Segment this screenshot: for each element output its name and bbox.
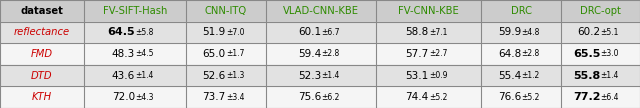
Text: 43.6: 43.6 bbox=[111, 71, 135, 81]
Bar bbox=[0, 43, 640, 65]
Text: 55.4: 55.4 bbox=[498, 71, 521, 81]
Text: FV-SIFT-Hash: FV-SIFT-Hash bbox=[102, 6, 167, 16]
Text: 64.8: 64.8 bbox=[498, 49, 521, 59]
Text: dataset: dataset bbox=[20, 6, 63, 16]
Text: 72.0: 72.0 bbox=[111, 92, 135, 102]
Text: ±1.4: ±1.4 bbox=[135, 71, 153, 80]
Bar bbox=[0, 0, 640, 22]
Text: 48.3: 48.3 bbox=[111, 49, 135, 59]
Text: ±2.8: ±2.8 bbox=[321, 49, 339, 59]
Text: 73.7: 73.7 bbox=[202, 92, 226, 102]
Text: ±3.0: ±3.0 bbox=[600, 49, 619, 59]
Text: 58.8: 58.8 bbox=[406, 27, 429, 37]
Text: ±4.8: ±4.8 bbox=[521, 28, 540, 37]
Text: ±0.9: ±0.9 bbox=[429, 71, 447, 80]
Text: VLAD-CNN-KBE: VLAD-CNN-KBE bbox=[283, 6, 359, 16]
Text: 59.9: 59.9 bbox=[498, 27, 521, 37]
Text: 52.3: 52.3 bbox=[298, 71, 321, 81]
Text: ±6.7: ±6.7 bbox=[321, 28, 340, 37]
Text: 52.6: 52.6 bbox=[202, 71, 226, 81]
Text: ±5.8: ±5.8 bbox=[135, 28, 153, 37]
Text: 64.5: 64.5 bbox=[107, 27, 135, 37]
Text: DTD: DTD bbox=[31, 71, 52, 81]
Bar bbox=[0, 86, 640, 108]
Text: ±1.4: ±1.4 bbox=[600, 71, 619, 80]
Text: ±2.7: ±2.7 bbox=[429, 49, 447, 59]
Text: 76.6: 76.6 bbox=[498, 92, 521, 102]
Text: ±1.2: ±1.2 bbox=[521, 71, 540, 80]
Text: FMD: FMD bbox=[31, 49, 53, 59]
Text: ±7.1: ±7.1 bbox=[429, 28, 447, 37]
Text: ±4.3: ±4.3 bbox=[135, 93, 153, 102]
Text: ±7.0: ±7.0 bbox=[226, 28, 244, 37]
Text: ±6.2: ±6.2 bbox=[321, 93, 339, 102]
Text: 55.8: 55.8 bbox=[573, 71, 600, 81]
Text: 57.7: 57.7 bbox=[406, 49, 429, 59]
Bar bbox=[0, 65, 640, 86]
Bar bbox=[0, 22, 640, 43]
Text: ±2.8: ±2.8 bbox=[521, 49, 540, 59]
Text: 53.1: 53.1 bbox=[406, 71, 429, 81]
Text: ±5.2: ±5.2 bbox=[429, 93, 447, 102]
Text: KTH: KTH bbox=[32, 92, 52, 102]
Text: ±5.2: ±5.2 bbox=[521, 93, 540, 102]
Text: 65.5: 65.5 bbox=[573, 49, 600, 59]
Text: 60.2: 60.2 bbox=[577, 27, 600, 37]
Text: FV-CNN-KBE: FV-CNN-KBE bbox=[399, 6, 459, 16]
Text: ±1.7: ±1.7 bbox=[226, 49, 244, 59]
Text: DRC: DRC bbox=[511, 6, 532, 16]
Text: 59.4: 59.4 bbox=[298, 49, 321, 59]
Text: 75.6: 75.6 bbox=[298, 92, 321, 102]
Text: DRC-opt: DRC-opt bbox=[580, 6, 621, 16]
Text: ±3.4: ±3.4 bbox=[226, 93, 244, 102]
Text: ±1.3: ±1.3 bbox=[226, 71, 244, 80]
Text: 77.2: 77.2 bbox=[573, 92, 600, 102]
Text: 74.4: 74.4 bbox=[406, 92, 429, 102]
Text: ±5.1: ±5.1 bbox=[600, 28, 619, 37]
Text: 65.0: 65.0 bbox=[203, 49, 226, 59]
Text: ±1.4: ±1.4 bbox=[321, 71, 339, 80]
Text: 51.9: 51.9 bbox=[202, 27, 226, 37]
Text: 60.1: 60.1 bbox=[298, 27, 321, 37]
Text: CNN-ITQ: CNN-ITQ bbox=[205, 6, 247, 16]
Text: ±6.4: ±6.4 bbox=[600, 93, 619, 102]
Text: ±4.5: ±4.5 bbox=[135, 49, 153, 59]
Text: reflectance: reflectance bbox=[14, 27, 70, 37]
